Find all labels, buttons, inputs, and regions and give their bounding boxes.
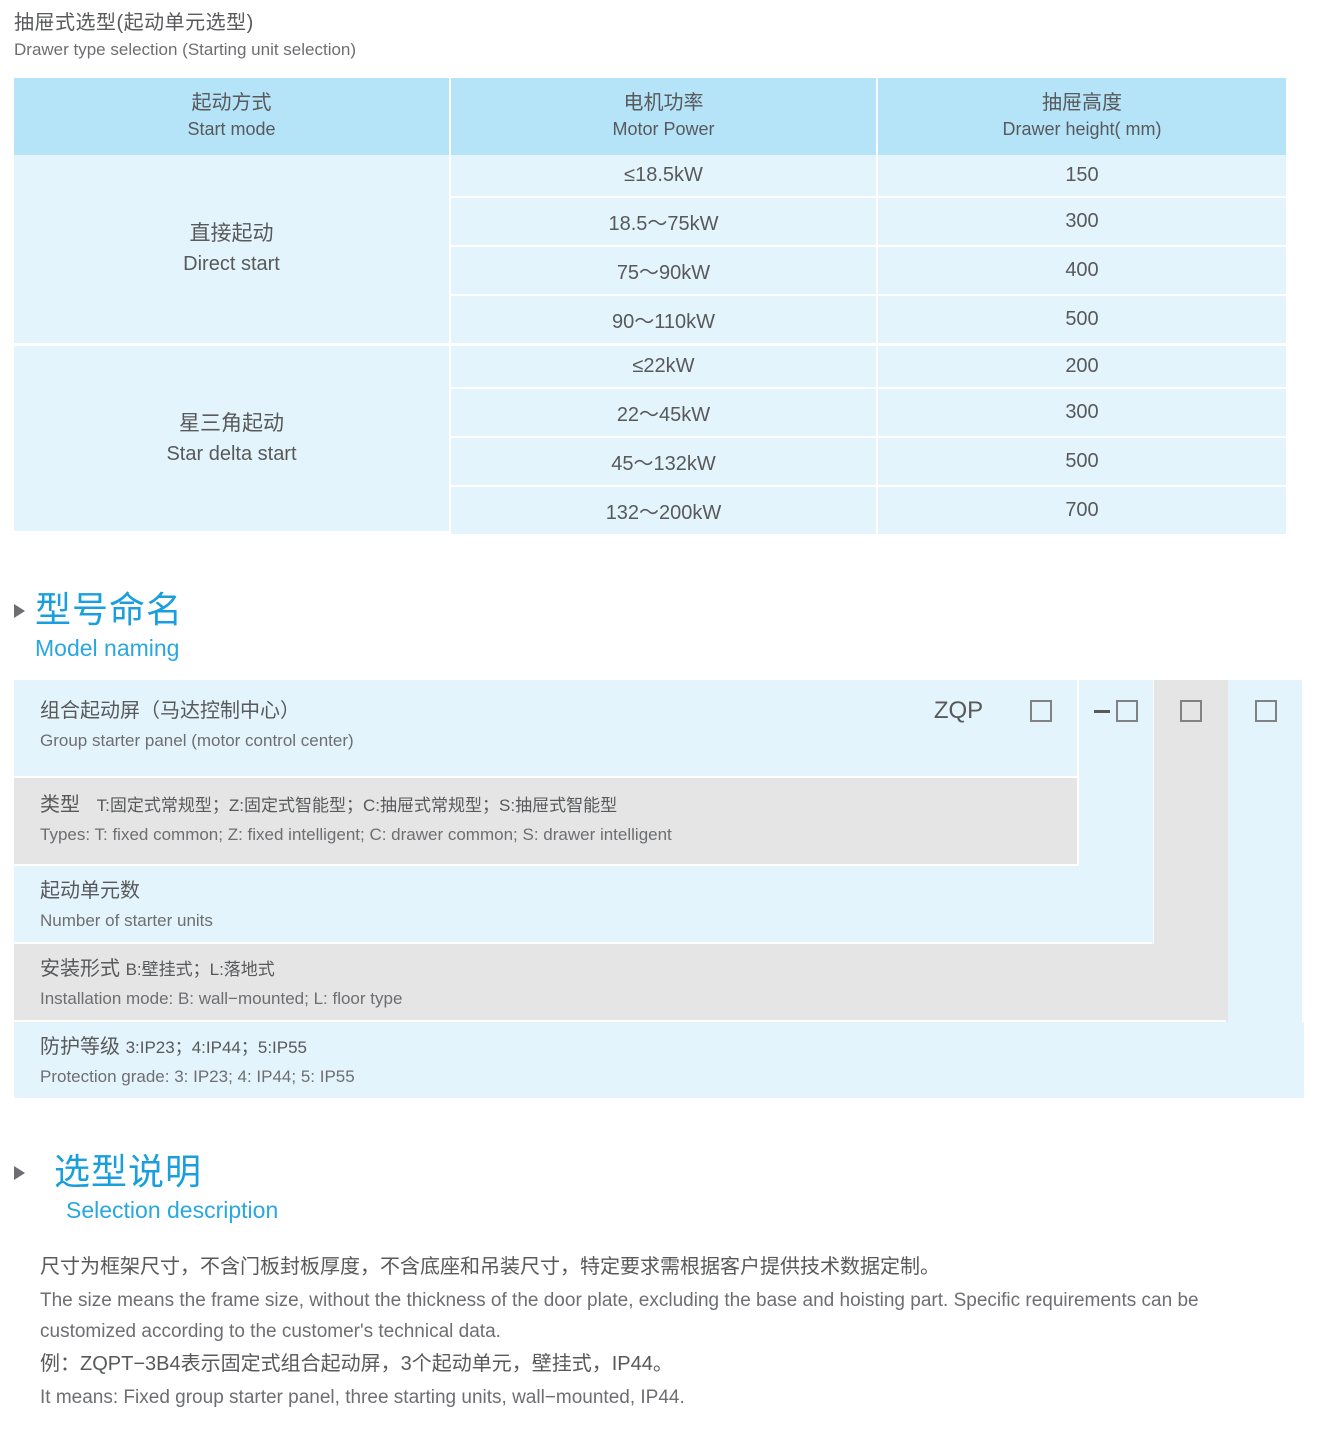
- naming-row-en: Number of starter units: [40, 911, 213, 930]
- model-naming-diagram: ZQP 组合起动屏（马达控制中心） Group starter panel (m…: [14, 680, 1304, 1098]
- drawer-selection-title: 抽屉式选型(起动单元选型) Drawer type selection (Sta…: [0, 0, 1322, 63]
- selection-description-body: 尺寸为框架尺寸，不含门板封板厚度，不含底座和吊装尺寸，特定要求需根据客户提供技术…: [40, 1250, 1322, 1413]
- selection-description-heading-cn: 选型说明: [54, 1151, 203, 1192]
- table-row: 18.5～75kW 300: [14, 198, 1286, 247]
- drawer-height-cell: 150: [878, 155, 1286, 198]
- model-code-row: ZQP: [914, 680, 1303, 742]
- drawer-height-cell: 500: [878, 438, 1286, 487]
- description-paragraph-en: The size means the frame size, without t…: [40, 1290, 1199, 1342]
- table-row: 22～45kW 300: [14, 389, 1286, 438]
- code-slot-protection[interactable]: [1228, 700, 1303, 722]
- table-row: 星三角起动 Star delta start ≤22kW 200: [14, 346, 1286, 534]
- description-example-cn: 例：ZQPT−3B4表示固定式组合起动屏，3个起动单元，壁挂式，IP44。: [40, 1353, 673, 1375]
- model-naming-heading: 型号命名 Model naming: [14, 588, 1322, 664]
- motor-power-cell: 132〜200kW: [451, 487, 878, 534]
- drawer-selection-table: 起动方式 Start mode 电机功率 Motor Power 抽屉高度 Dr…: [14, 78, 1286, 534]
- naming-row-protection-grade: 防护等级 3:IP23；4:IP44；5:IP55 Protection gra…: [14, 1022, 1304, 1098]
- naming-row-unit-count: 起动单元数 Number of starter units: [14, 866, 1152, 944]
- model-naming-heading-en: Model naming: [35, 635, 180, 661]
- naming-row-cn: 起动单元数: [40, 880, 140, 902]
- naming-row-en: Installation mode: B: wall−mounted; L: f…: [40, 989, 403, 1008]
- drawer-height-cell: 500: [878, 296, 1286, 346]
- motor-power-cell: 22～45kW: [451, 389, 878, 438]
- checkbox-square-icon[interactable]: [1179, 700, 1202, 722]
- triangle-bullet-icon: [14, 1166, 25, 1180]
- column-header-drawer-height-cn: 抽屉高度: [1042, 92, 1122, 114]
- naming-row-cn-label: 防护等级: [40, 1036, 120, 1058]
- table-row: 90～110kW 500: [14, 296, 1286, 346]
- motor-power-cell: ≤22kW: [451, 346, 878, 389]
- naming-row-cn-detail: T:固定式常规型；Z:固定式智能型；C:抽屉式常规型；S:抽屉式智能型: [96, 796, 618, 815]
- model-code-prefix: ZQP: [933, 697, 984, 724]
- naming-row-cn: 防护等级 3:IP23；4:IP44；5:IP55: [40, 1032, 1304, 1063]
- checkbox-square-icon[interactable]: [1115, 700, 1138, 722]
- column-header-motor-power-en: Motor Power: [612, 119, 715, 139]
- description-example-en: It means: Fixed group starter panel, thr…: [40, 1387, 685, 1408]
- motor-power-cell: 75～90kW: [451, 247, 878, 296]
- column-header-start-mode-en: Start mode: [187, 119, 276, 139]
- naming-row-cn-detail: 3:IP23；4:IP44；5:IP55: [125, 1038, 308, 1057]
- motor-power-cell: ≤18.5kW: [451, 155, 878, 198]
- column-header-start-mode-cn: 起动方式: [191, 92, 272, 114]
- column-header-drawer-height-en: Drawer height( mm): [1002, 119, 1162, 139]
- motor-power-cell: 18.5～75kW: [451, 198, 878, 247]
- code-slot-unit-count[interactable]: [1078, 700, 1153, 722]
- naming-row-en: Types: T: fixed common; Z: fixed intelli…: [40, 825, 672, 844]
- drawer-selection-title-cn: 抽屉式选型(起动单元选型): [14, 12, 254, 34]
- naming-row-cn-label: 类型: [40, 794, 80, 816]
- start-mode-cn: 星三角起动: [179, 411, 284, 435]
- motor-power-cell: 90～110kW: [451, 296, 878, 346]
- table-row: 直接起动 Direct start ≤18.5kW 150: [14, 155, 1286, 346]
- column-header-motor-power-cn: 电机功率: [623, 92, 704, 114]
- drawer-height-cell: 200: [878, 346, 1286, 389]
- drawer-height-cell: 300: [878, 198, 1286, 247]
- naming-row-cn: 类型 T:固定式常规型；Z:固定式智能型；C:抽屉式常规型；S:抽屉式智能型: [40, 790, 1077, 821]
- start-mode-en: Star delta start: [166, 442, 297, 465]
- start-mode-cell-star-delta: 星三角起动 Star delta start: [14, 346, 451, 534]
- selection-description-heading: 选型说明 Selection description: [14, 1150, 1322, 1226]
- triangle-bullet-icon: [14, 604, 25, 618]
- checkbox-square-icon[interactable]: [1254, 700, 1277, 722]
- naming-row-installation-mode: 安装形式 B:壁挂式；L:落地式 Installation mode: B: w…: [14, 944, 1226, 1022]
- naming-row-group-starter-panel: 组合起动屏（马达控制中心） Group starter panel (motor…: [14, 680, 1077, 778]
- checkbox-square-icon[interactable]: [1029, 700, 1052, 722]
- naming-row-en: Protection grade: 3: IP23; 4: IP44; 5: I…: [40, 1067, 355, 1086]
- column-header-motor-power: 电机功率 Motor Power: [451, 78, 878, 155]
- code-slot-install-mode[interactable]: [1153, 700, 1228, 722]
- start-mode-cell-direct: 直接起动 Direct start: [14, 155, 451, 346]
- selection-description-heading-en: Selection description: [66, 1197, 279, 1223]
- drawer-selection-title-en: Drawer type selection (Starting unit sel…: [14, 40, 357, 59]
- start-mode-en: Direct start: [183, 253, 280, 275]
- model-naming-heading-cn: 型号命名: [35, 589, 184, 630]
- naming-row-types: 类型 T:固定式常规型；Z:固定式智能型；C:抽屉式常规型；S:抽屉式智能型 T…: [14, 778, 1077, 866]
- description-paragraph-cn: 尺寸为框架尺寸，不含门板封板厚度，不含底座和吊装尺寸，特定要求需根据客户提供技术…: [40, 1256, 940, 1278]
- code-slot-type[interactable]: [1003, 700, 1078, 722]
- motor-power-cell: 45～132kW: [451, 438, 878, 487]
- drawer-height-cell: 300: [878, 389, 1286, 438]
- naming-row-cn-label: 安装形式: [40, 958, 120, 980]
- column-header-start-mode: 起动方式 Start mode: [14, 78, 451, 155]
- table-row: 75～90kW 400: [14, 247, 1286, 296]
- naming-row-cn: 安装形式 B:壁挂式；L:落地式: [40, 954, 1226, 985]
- naming-row-cn-detail: B:壁挂式；L:落地式: [125, 960, 275, 979]
- hyphen-separator-icon: [1093, 709, 1110, 713]
- naming-row-cn: 组合起动屏（马达控制中心）: [40, 700, 300, 722]
- table-row: 132〜200kW 700: [14, 487, 1286, 534]
- drawer-height-cell: 400: [878, 247, 1286, 296]
- table-row: 45～132kW 500: [14, 438, 1286, 487]
- table-header-row: 起动方式 Start mode 电机功率 Motor Power 抽屉高度 Dr…: [14, 78, 1286, 155]
- column-header-drawer-height: 抽屉高度 Drawer height( mm): [878, 78, 1286, 155]
- start-mode-cn: 直接起动: [189, 222, 274, 245]
- naming-row-en: Group starter panel (motor control cente…: [40, 731, 354, 750]
- drawer-height-cell: 700: [878, 487, 1286, 534]
